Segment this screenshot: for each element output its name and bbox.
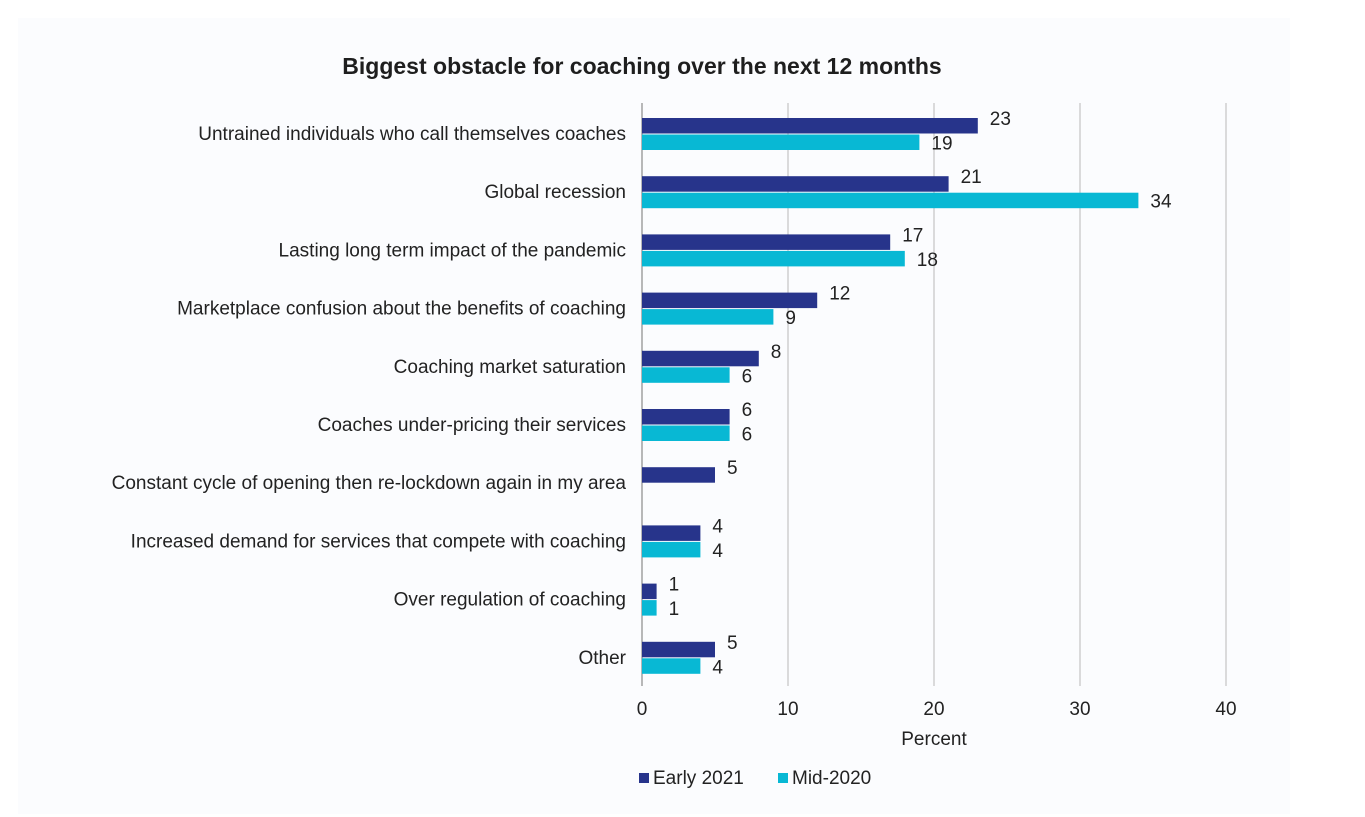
x-tick-label: 20 — [923, 699, 944, 720]
bar-mid-2020 — [642, 425, 730, 441]
x-tick-label: 10 — [777, 699, 798, 720]
bar-early-2021 — [642, 350, 759, 367]
category-label: Lasting long term impact of the pandemic — [279, 240, 626, 261]
bar-early-2021 — [642, 234, 891, 250]
value-label: 4 — [712, 516, 723, 537]
value-label: 6 — [742, 425, 753, 446]
legend-label: Early 2021 — [653, 768, 744, 789]
value-label: 6 — [742, 400, 753, 421]
value-label: 23 — [990, 109, 1011, 130]
category-label: Constant cycle of opening then re-lockdo… — [112, 473, 627, 494]
value-label: 5 — [727, 633, 738, 654]
bar-mid-2020 — [642, 367, 730, 383]
bar-early-2021 — [642, 467, 715, 483]
bar-early-2021 — [642, 292, 818, 309]
legend: Early 2021 Mid-2020 — [639, 768, 871, 789]
bar-mid-2020 — [642, 600, 657, 616]
value-label: 18 — [917, 250, 938, 271]
category-label: Coaching market saturation — [394, 357, 626, 378]
bar-early-2021 — [642, 583, 657, 600]
value-label: 9 — [785, 308, 796, 329]
legend-swatch-early-2021 — [639, 773, 649, 783]
legend-swatch-mid-2020 — [778, 773, 788, 783]
value-label: 12 — [829, 284, 850, 305]
bar-early-2021 — [642, 525, 701, 541]
bar-mid-2020 — [642, 658, 701, 674]
value-label: 34 — [1150, 192, 1172, 213]
category-label: Untrained individuals who call themselve… — [198, 124, 626, 145]
bar-early-2021 — [642, 409, 730, 425]
category-label: Marketplace confusion about the benefits… — [177, 299, 626, 320]
chart-title: Biggest obstacle for coaching over the n… — [342, 53, 941, 79]
category-label: Coaches under-pricing their services — [318, 415, 626, 436]
bar-mid-2020 — [642, 309, 774, 325]
x-axis-label: Percent — [901, 729, 967, 750]
value-label: 19 — [931, 134, 952, 155]
value-label: 8 — [771, 342, 782, 363]
bar-mid-2020 — [642, 134, 920, 150]
bar-early-2021 — [642, 118, 978, 134]
value-label: 1 — [669, 575, 680, 596]
x-tick-label: 40 — [1215, 699, 1236, 720]
bar-early-2021 — [642, 641, 715, 658]
value-label: 4 — [712, 541, 723, 562]
bar-mid-2020 — [642, 250, 905, 267]
category-label: Global recession — [484, 182, 626, 203]
value-label: 17 — [902, 225, 923, 246]
bars — [642, 118, 1139, 674]
value-label: 1 — [669, 599, 680, 620]
bar-mid-2020 — [642, 192, 1139, 209]
category-label: Over regulation of coaching — [394, 590, 626, 611]
value-label: 6 — [742, 366, 753, 387]
value-label: 4 — [712, 657, 723, 678]
value-label: 21 — [961, 167, 982, 188]
category-labels: Untrained individuals who call themselve… — [112, 124, 627, 669]
bar-mid-2020 — [642, 541, 701, 558]
bar-early-2021 — [642, 176, 949, 192]
legend-label: Mid-2020 — [792, 768, 871, 789]
x-axis-ticks: 0 10 20 30 40 — [637, 699, 1237, 720]
x-tick-label: 0 — [637, 699, 648, 720]
value-label: 5 — [727, 458, 738, 479]
x-tick-label: 30 — [1069, 699, 1090, 720]
category-label: Other — [578, 648, 626, 669]
category-label: Increased demand for services that compe… — [131, 531, 626, 552]
